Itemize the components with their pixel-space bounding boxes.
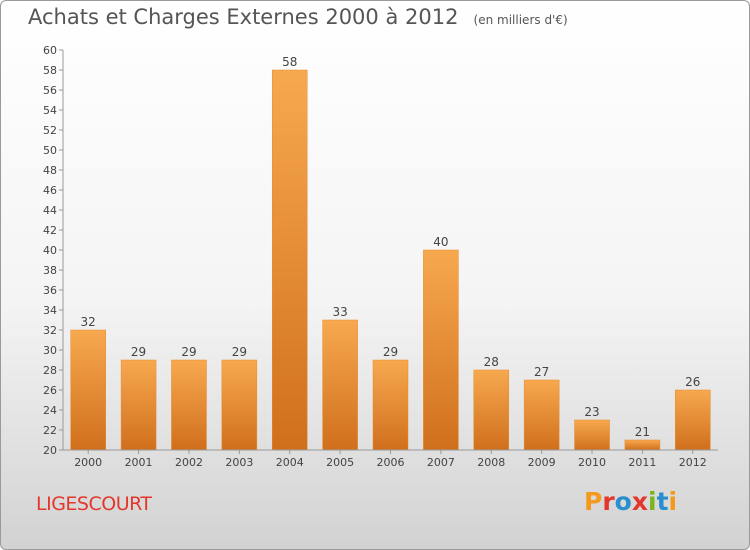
bar-value-label: 23 (584, 405, 599, 419)
chart-title: Achats et Charges Externes 2000 à 2012 (28, 5, 459, 29)
title-block: Achats et Charges Externes 2000 à 2012 (… (28, 5, 568, 29)
y-tick-label: 52 (43, 124, 57, 137)
y-tick-label: 28 (43, 364, 57, 377)
x-tick-label: 2008 (477, 456, 505, 469)
x-tick-label: 2004 (276, 456, 304, 469)
bar-value-label: 29 (383, 345, 398, 359)
x-tick-label: 2001 (125, 456, 153, 469)
x-tick-label: 2012 (679, 456, 707, 469)
bar-value-label: 21 (635, 425, 650, 439)
x-tick-label: 2011 (628, 456, 656, 469)
x-axis: 2000 2001 2002 2003 2004 2005 2006 2007 2008 2009… (63, 449, 718, 469)
y-tick-label: 38 (43, 264, 57, 277)
bars: 32 29 29 29 58 33 29 40 28 27 23 21 26 (70, 55, 711, 451)
bar-2006 (372, 359, 409, 451)
bar-2011 (624, 439, 661, 451)
x-tick-label: 2007 (427, 456, 455, 469)
bar-2007 (423, 249, 459, 451)
bar-2001 (120, 359, 157, 451)
bar-2004 (271, 69, 308, 451)
bar-value-label: 58 (282, 55, 297, 69)
x-tick-label: 2009 (528, 456, 556, 469)
y-tick-label: 30 (43, 344, 57, 357)
y-tick-label: 34 (43, 304, 57, 317)
bar-value-label: 29 (131, 345, 146, 359)
bar-value-label: 26 (685, 375, 700, 389)
bar-2005 (322, 319, 358, 451)
bar-value-label: 33 (332, 305, 347, 319)
x-tick-label: 2002 (175, 456, 203, 469)
y-tick-label: 42 (43, 224, 57, 237)
logo-letter: i (648, 487, 657, 516)
bar-value-label: 29 (181, 345, 196, 359)
y-tick-label: 32 (43, 324, 57, 337)
y-tick-label: 50 (43, 144, 57, 157)
x-tick-label: 2010 (578, 456, 606, 469)
x-tick-label: 2005 (326, 456, 354, 469)
y-tick-label: 44 (43, 204, 57, 217)
y-tick-label: 26 (43, 384, 57, 397)
logo-letter: t (656, 487, 669, 516)
logo-letter: o (614, 487, 632, 516)
x-tick-label: 2000 (74, 456, 102, 469)
proxiti-logo[interactable]: Proxiti (584, 487, 677, 516)
bar-value-label: 29 (232, 345, 247, 359)
bar-2000 (70, 329, 106, 451)
bar-value-label: 32 (81, 315, 96, 329)
y-tick-label: 54 (43, 104, 57, 117)
bar-2009 (523, 379, 560, 451)
y-tick-label: 60 (43, 44, 57, 57)
y-tick-label: 24 (43, 404, 57, 417)
bar-2008 (473, 369, 510, 451)
logo-letter: i (668, 487, 678, 516)
place-name: LIGESCOURT (36, 493, 152, 515)
y-tick-label: 40 (43, 244, 57, 257)
bar-value-label: 28 (484, 355, 499, 369)
bar-2003 (221, 359, 258, 451)
logo-letter: r (602, 487, 615, 516)
chart-subtitle: (en milliers d'€) (473, 13, 568, 27)
y-tick-label: 58 (43, 64, 57, 77)
bar-2012 (675, 389, 711, 451)
bar-2010 (574, 419, 610, 451)
logo-letter: x (631, 487, 648, 516)
y-tick-label: 48 (43, 164, 57, 177)
bar-value-label: 40 (433, 235, 448, 249)
logo-letter: P (584, 487, 603, 516)
y-tick-label: 22 (43, 424, 57, 437)
y-tick-label: 56 (43, 84, 57, 97)
x-tick-label: 2006 (377, 456, 405, 469)
bar-value-label: 27 (534, 365, 549, 379)
y-tick-label: 36 (43, 284, 57, 297)
bar-2002 (171, 359, 207, 451)
y-axis: 20 22 24 26 28 30 32 34 36 38 40 42 44 46 48 50 52 54 56 58… (43, 44, 64, 457)
y-tick-label: 46 (43, 184, 57, 197)
x-tick-label: 2003 (225, 456, 253, 469)
y-tick-label: 20 (43, 444, 57, 457)
